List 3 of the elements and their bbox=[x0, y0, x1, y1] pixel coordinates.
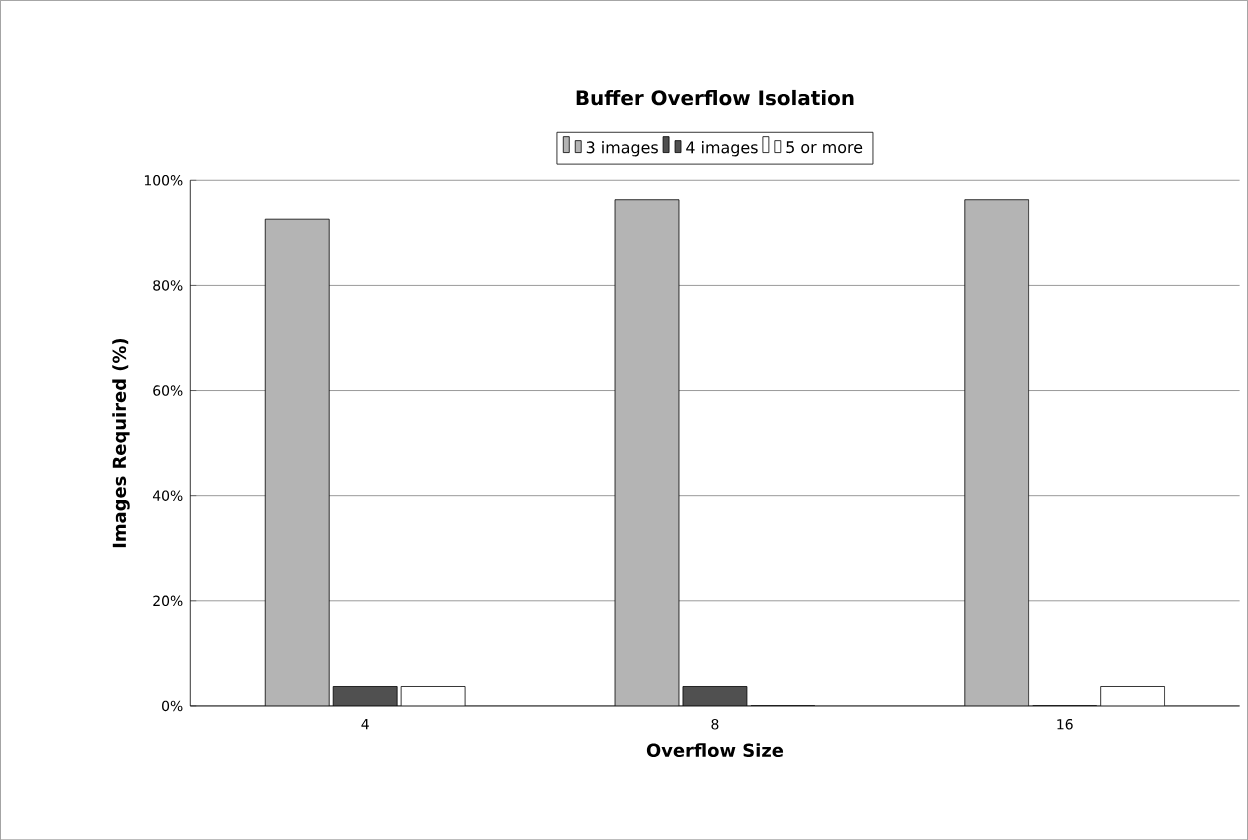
y-axis-title: Images Required (%) bbox=[112, 338, 130, 548]
chart-title: Buffer Overflow Isolation bbox=[576, 89, 854, 106]
x-axis-title: Overflow Size bbox=[646, 743, 784, 757]
